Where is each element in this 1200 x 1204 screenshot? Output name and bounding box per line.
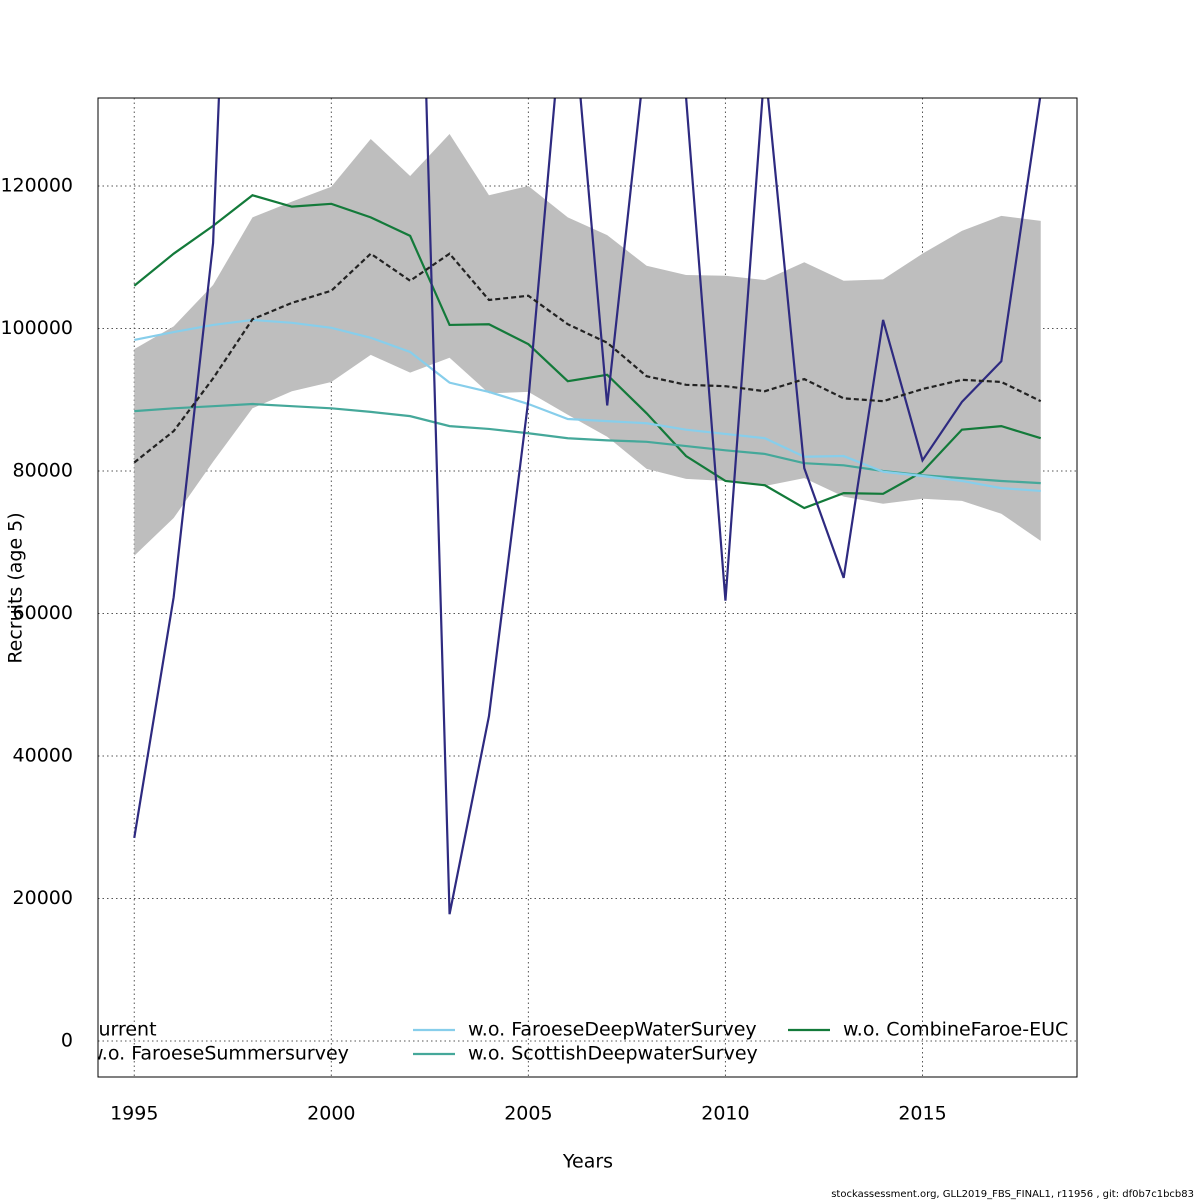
series-line — [133, 98, 1042, 915]
legend-label: w.o. FaroeseDeepWaterSurvey — [468, 1019, 757, 1041]
series-line — [133, 194, 1042, 510]
y-tick-label: 20000 — [13, 887, 73, 909]
footer: stockassessment.org, GLL2019_FBS_FINAL1,… — [831, 1189, 1194, 1200]
x-tick-label: 2015 — [898, 1103, 946, 1125]
y-tick-label: 40000 — [13, 745, 73, 767]
x-tick-label: 2005 — [504, 1103, 552, 1125]
plot-frame — [97, 97, 1078, 1078]
legend-label: w.o. CombineFaroe-EUC — [843, 1019, 1068, 1041]
confidence-band — [134, 133, 1041, 556]
x-tick-label: 2000 — [307, 1103, 355, 1125]
y-tick-label: 60000 — [13, 602, 73, 624]
y-tick-label: 0 — [61, 1030, 73, 1052]
legend-label: w.o. ScottishDeepwaterSurvey — [468, 1043, 758, 1065]
y-tick-label: 80000 — [13, 460, 73, 482]
plot-area — [133, 98, 1042, 915]
x-tick-label: 1995 — [110, 1103, 158, 1125]
series-line — [133, 252, 1042, 464]
y-axis-label: Recruits (age 5) — [5, 512, 27, 663]
legend-label: w.o. FaroeseSummersurvey — [88, 1043, 349, 1065]
series-line — [134, 318, 1041, 493]
x-axis-label: Years — [562, 1151, 613, 1173]
x-tick-label: 2010 — [701, 1103, 749, 1125]
legend-label: current — [88, 1019, 157, 1041]
y-tick-label: 100000 — [0, 317, 73, 339]
y-tick-label: 120000 — [0, 174, 73, 196]
